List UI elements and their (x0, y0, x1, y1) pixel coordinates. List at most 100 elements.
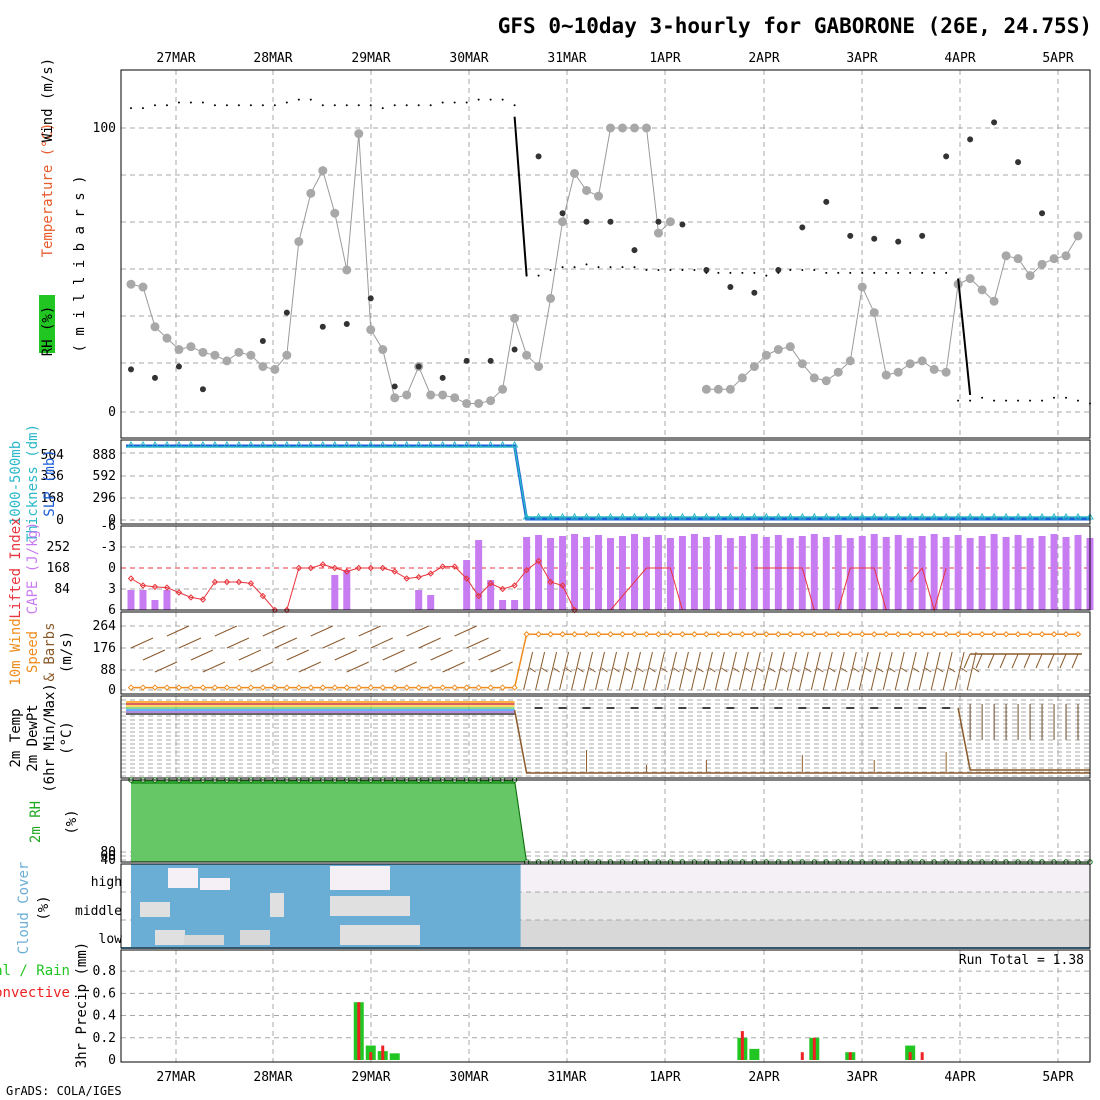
temperature-point (1039, 210, 1046, 217)
wind-barb (774, 651, 785, 691)
wind-speed-marker (139, 684, 147, 691)
panel-frame (120, 695, 1091, 779)
wind-point (813, 269, 816, 271)
wind-speed-marker (487, 684, 494, 691)
thickness-marker (450, 441, 459, 448)
wind-speed-marker (727, 631, 734, 638)
wind-barb (822, 651, 833, 691)
y-tick-label: 0.4 (93, 1009, 117, 1024)
wind-speed-marker (439, 684, 446, 691)
wind-speed-marker (703, 631, 710, 638)
thickness-marker (342, 441, 351, 448)
wind-point (777, 271, 780, 274)
thickness-marker (702, 513, 711, 520)
wind-speed-marker (259, 684, 267, 691)
wind-point (789, 269, 792, 271)
wind-barb (358, 625, 381, 637)
wind-point (717, 271, 720, 274)
dewpt-line (957, 707, 1090, 771)
rh-point (665, 217, 675, 227)
wind-barb (130, 637, 154, 649)
rh-point (306, 188, 316, 198)
lifted-marker (499, 585, 506, 593)
wind-barb (906, 651, 917, 691)
panel-slp-thickness: 504 336 168 0 888 592 296 0 (41, 439, 1094, 528)
thickness-marker (942, 513, 951, 520)
cape-bar (523, 537, 531, 610)
rh-point (510, 313, 520, 323)
ylabel-cape-units: CAPE (J/kg) (25, 522, 41, 615)
panel-frame (120, 779, 1091, 863)
wind-point (501, 98, 504, 101)
cape-bar (786, 538, 794, 610)
wind-speed-marker (954, 631, 962, 638)
thickness-marker (163, 441, 171, 448)
lifted-marker (223, 578, 231, 586)
date-label-bottom: 2APR (748, 1070, 779, 1085)
wind-point (693, 269, 696, 271)
wind-barb (810, 651, 821, 691)
wind-speed-marker (978, 631, 986, 638)
thickness-marker (726, 513, 735, 520)
wind-barb-flag (673, 667, 680, 673)
wind-speed-marker (523, 631, 530, 638)
rh-point (210, 350, 220, 360)
wind-barb (202, 661, 226, 673)
cloud-gap (168, 868, 198, 888)
rh-point (390, 393, 400, 403)
wind-barb (966, 651, 977, 691)
wind-barb (382, 649, 405, 661)
thickness-marker (1038, 513, 1046, 520)
rh-point (737, 373, 747, 383)
wind-barb (547, 651, 558, 691)
lifted-marker (391, 568, 398, 575)
rh-point (917, 356, 927, 366)
wind-barb-flag (781, 667, 788, 673)
wind-barb (1071, 653, 1079, 669)
wind-speed-marker (343, 684, 350, 691)
date-axis-top: 27MAR 28MAR 29MAR 30MAR 31MAR 1APR 2APR 3APR 4AP… (156, 51, 1073, 66)
wind-barb-flag (817, 667, 824, 673)
cloud-gap (155, 930, 185, 945)
rh-point (426, 390, 436, 400)
temperature-point (343, 320, 350, 327)
lifted-line (909, 566, 947, 612)
rh-point (749, 362, 759, 372)
wind-barb (571, 651, 582, 691)
thickness-marker (306, 441, 315, 448)
wind-barb (262, 625, 286, 637)
lifted-marker (151, 583, 159, 591)
wind-barb (286, 649, 310, 661)
panel-precip: 0.8 0.6 0.4 0.2 0 (93, 949, 1091, 1068)
wind-barb-flag (529, 667, 536, 673)
cloud-gap (330, 866, 390, 890)
wind-barb (490, 661, 513, 673)
wind-speed-marker (667, 631, 674, 638)
wind-point (1065, 396, 1068, 399)
rh-point (126, 279, 136, 289)
wind-point (573, 266, 576, 269)
rh-point (198, 347, 208, 357)
wind-point (753, 271, 756, 274)
wind-point (561, 266, 564, 269)
thickness-marker (1050, 513, 1058, 520)
wind-drop-line (957, 278, 972, 396)
wind-barb (394, 661, 417, 673)
thickness-marker (990, 513, 998, 520)
thickness-marker (654, 513, 663, 520)
wind-point (225, 104, 228, 107)
precip-total-bar (749, 1048, 760, 1060)
lifted-marker (403, 575, 410, 582)
wind-barb (1023, 653, 1031, 669)
wind-point (861, 271, 864, 274)
temperature-point (463, 357, 470, 364)
lifted-marker (307, 564, 315, 572)
wind-point (453, 101, 456, 104)
cape-bar (583, 537, 591, 610)
panel-frame (120, 949, 1091, 1063)
thickness-marker (318, 441, 327, 448)
ylabel-temperature: Temperature (°C) (40, 123, 56, 258)
thickness-marker (498, 441, 507, 448)
wind-speed-marker (283, 684, 291, 691)
cape-bar (151, 600, 159, 610)
